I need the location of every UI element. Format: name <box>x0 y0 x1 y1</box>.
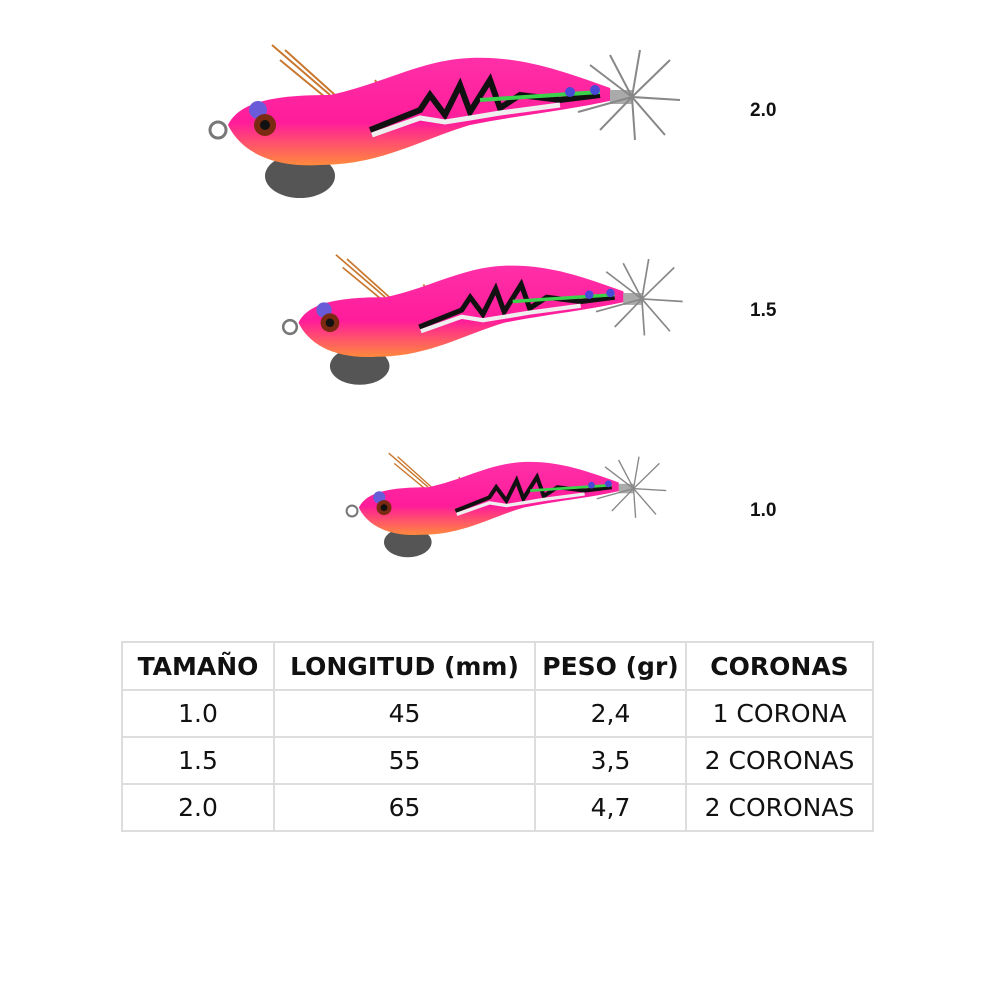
header-cell: CORONAS <box>685 641 874 691</box>
size-label: 2.0 <box>750 100 777 121</box>
table-row: 1.5 55 3,5 2 CORONAS <box>121 736 874 785</box>
table-cell: 55 <box>273 736 536 785</box>
header-cell: PESO (gr) <box>534 641 687 691</box>
spec-table: TAMAÑO LONGITUD (mm) PESO (gr) CORONAS 1… <box>121 641 874 832</box>
table-cell: 65 <box>273 783 536 832</box>
table-cell: 3,5 <box>534 736 687 785</box>
table-row: 1.0 45 2,4 1 CORONA <box>121 689 874 738</box>
table-cell: 1.5 <box>121 736 275 785</box>
table-cell: 2,4 <box>534 689 687 738</box>
size-label: 1.0 <box>750 500 777 521</box>
header-cell: LONGITUD (mm) <box>273 641 536 691</box>
jig-images <box>0 0 1000 600</box>
table-cell: 2 CORONAS <box>685 736 874 785</box>
header-cell: TAMAÑO <box>121 641 275 691</box>
table-cell: 4,7 <box>534 783 687 832</box>
jig-medium <box>283 255 683 385</box>
header-row: TAMAÑO LONGITUD (mm) PESO (gr) CORONAS <box>121 641 874 691</box>
size-label: 1.5 <box>750 300 777 321</box>
table-cell: 1.0 <box>121 689 275 738</box>
table-cell: 2.0 <box>121 783 275 832</box>
table-cell: 1 CORONA <box>685 689 874 738</box>
table-cell: 2 CORONAS <box>685 783 874 832</box>
jig-small <box>347 453 667 557</box>
jig-large <box>210 45 680 198</box>
table-cell: 45 <box>273 689 536 738</box>
table-row: 2.0 65 4,7 2 CORONAS <box>121 783 874 832</box>
